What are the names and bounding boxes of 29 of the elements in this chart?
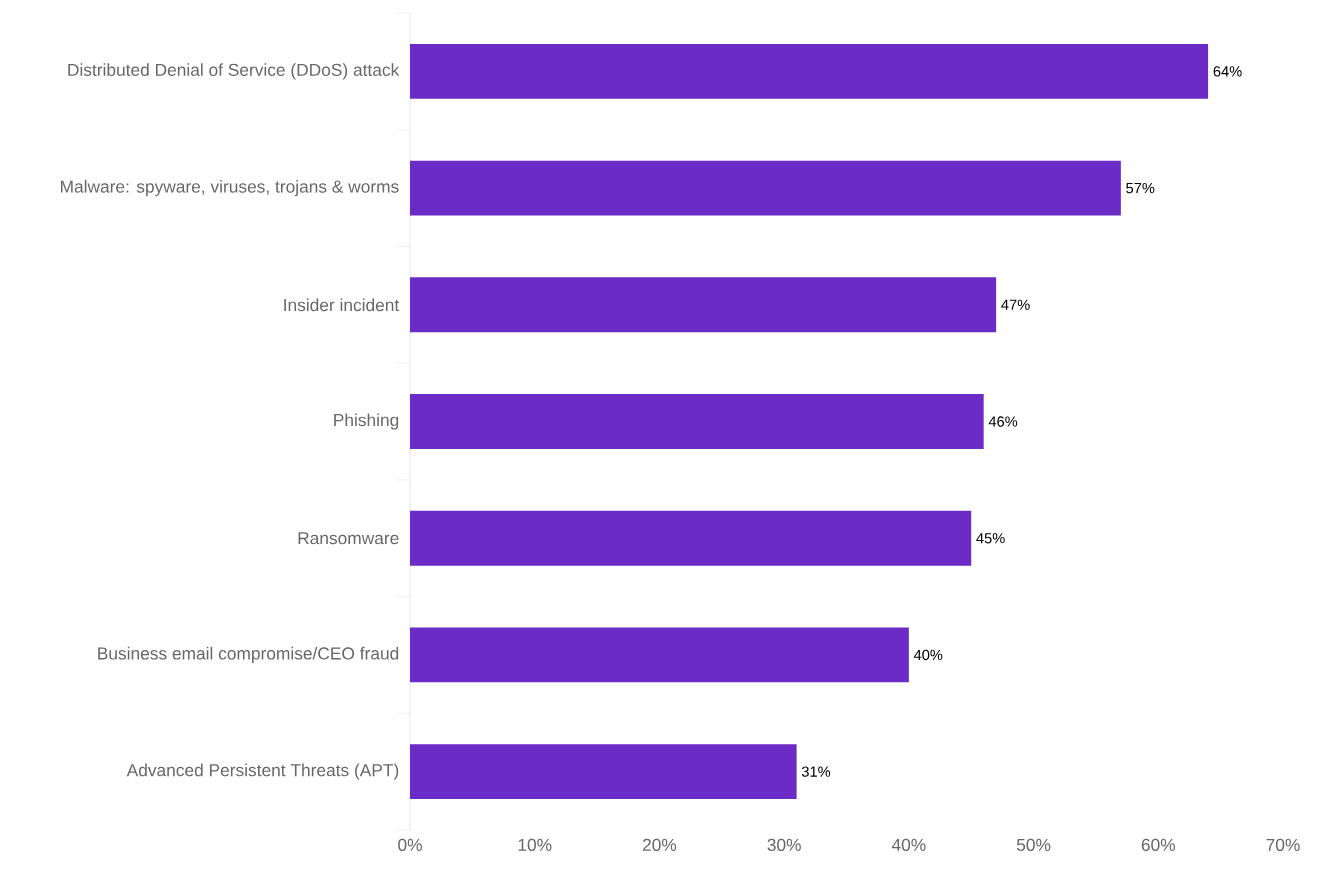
y-tick-label: Ransomware xyxy=(298,532,399,545)
bar xyxy=(410,627,909,683)
y-tick-label: Distributed Denial of Service (DDoS) attack xyxy=(68,63,400,80)
data-label: 31% xyxy=(801,766,831,777)
x-tick-label: 10% xyxy=(518,838,552,851)
data-label: 64% xyxy=(1213,66,1242,77)
data-label: 45% xyxy=(976,533,1005,544)
y-tick-label: Malware: spyware, viruses, trojans & worms xyxy=(61,180,399,197)
data-label: 47% xyxy=(1001,299,1030,310)
data-label: 57% xyxy=(1126,182,1155,194)
x-tick-label: 0% xyxy=(398,838,422,851)
bar xyxy=(410,160,1121,216)
data-label: 46% xyxy=(988,416,1018,427)
x-tick-label: 40% xyxy=(891,838,926,851)
x-tick-label: 30% xyxy=(767,838,801,851)
y-tick-label: Phishing xyxy=(334,413,399,430)
bar xyxy=(410,744,797,800)
y-tick-label: Advanced Persistent Threats (APT) xyxy=(126,763,399,780)
y-tick-label: Business email compromise/CEO fraud xyxy=(98,646,399,664)
bar xyxy=(410,43,1209,99)
x-tick-label: 60% xyxy=(1141,838,1176,851)
x-tick-label: 20% xyxy=(642,838,677,851)
bar xyxy=(410,394,984,449)
y-tick-label: Insider incident xyxy=(284,298,400,312)
data-label: 40% xyxy=(913,649,943,661)
x-tick-label: 70% xyxy=(1266,838,1300,851)
x-tick-label: 50% xyxy=(1016,838,1051,851)
bar xyxy=(410,510,972,566)
bar xyxy=(410,277,997,333)
